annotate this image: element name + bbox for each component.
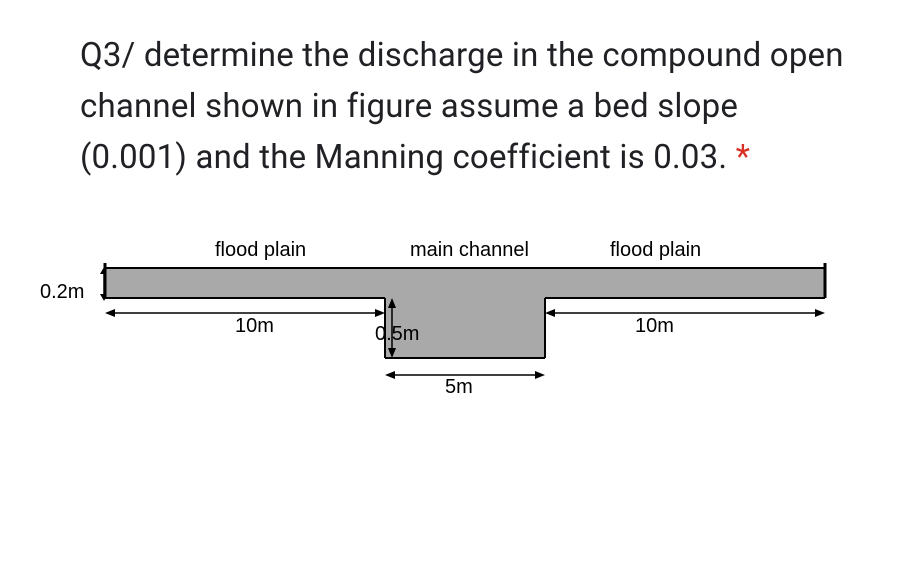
- flood-plain-right-label: flood plain: [610, 239, 701, 262]
- depth-label: 0.2m: [40, 281, 84, 304]
- main-depth-label: 0.5m: [375, 323, 419, 346]
- question-body: Q3/ determine the discharge in the compo…: [80, 36, 844, 177]
- channel-diagram: 0.2m flood plain main channel flood plai…: [40, 223, 840, 403]
- width-left-label: 10m: [235, 315, 274, 338]
- flood-plain-left-label: flood plain: [215, 239, 306, 262]
- question-text: Q3/ determine the discharge in the compo…: [80, 30, 846, 183]
- main-width-label: 5m: [445, 376, 473, 399]
- main-channel-label: main channel: [410, 239, 529, 262]
- channel-cross-section: [95, 263, 835, 393]
- required-asterisk: *: [736, 138, 750, 177]
- width-right-label: 10m: [635, 315, 674, 338]
